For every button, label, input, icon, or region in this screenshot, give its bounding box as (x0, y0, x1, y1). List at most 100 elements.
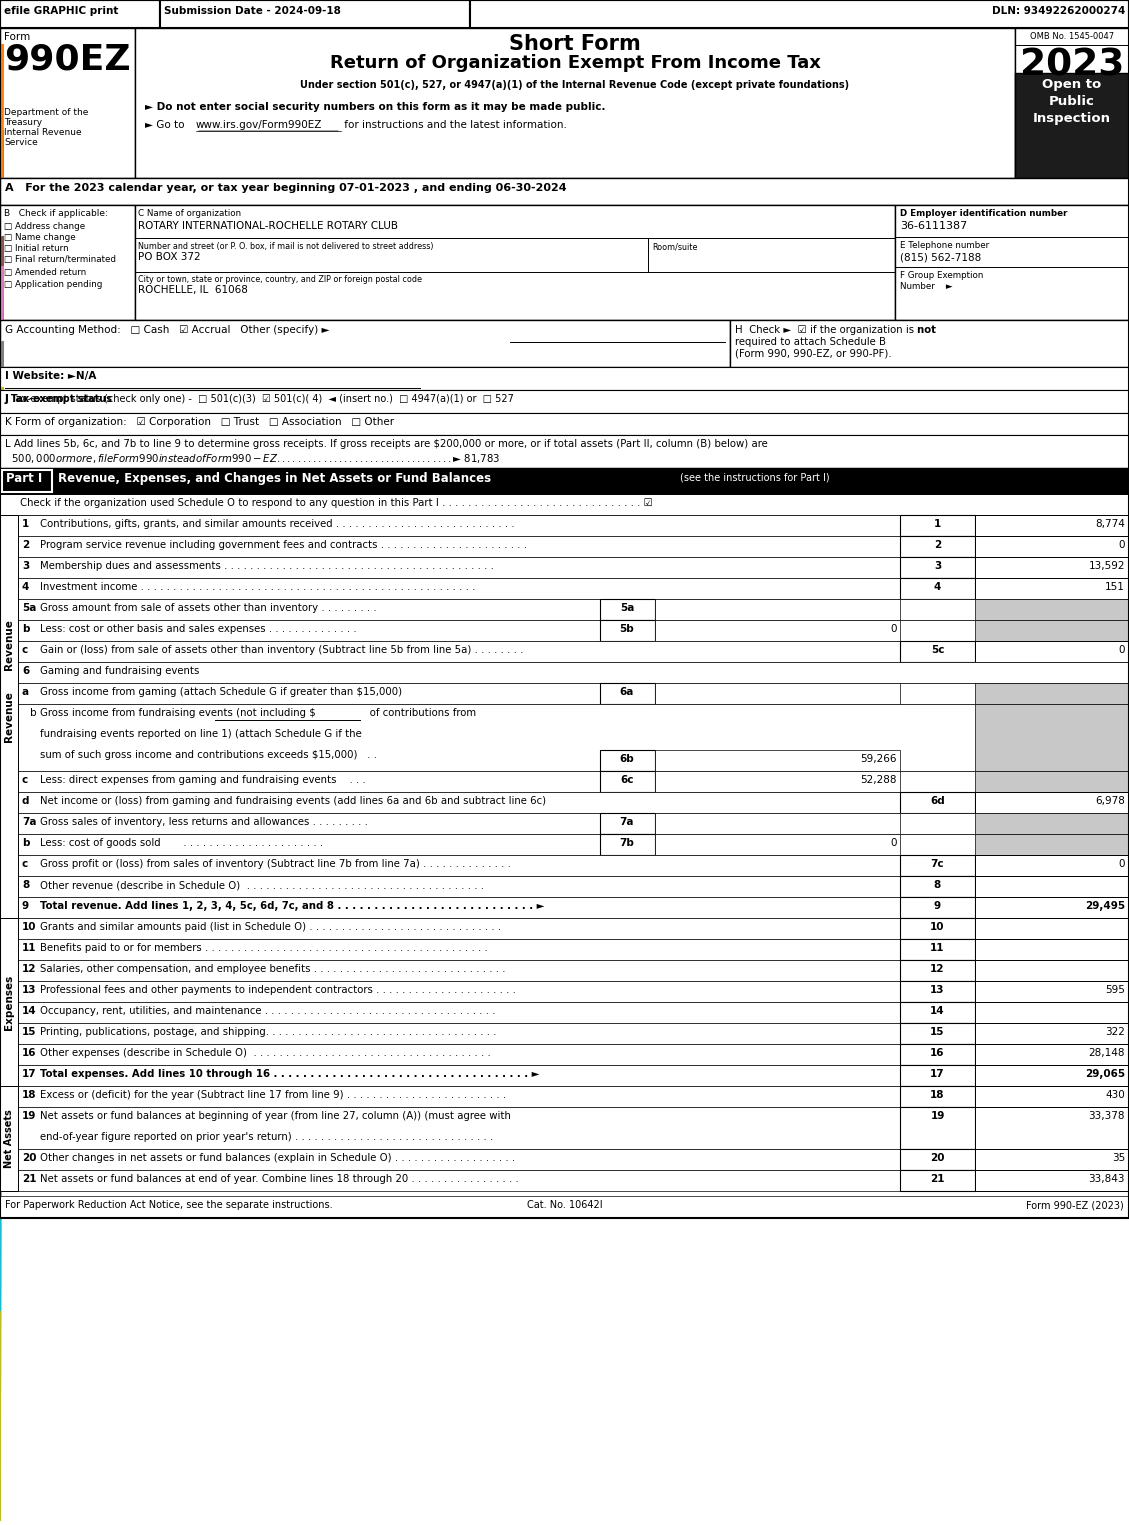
Bar (975, 683, 1129, 705)
Bar (0, 1196, 1129, 1218)
Bar (0, 683, 1129, 705)
Bar (0, 515, 1129, 535)
Text: 29,065: 29,065 (1085, 1069, 1124, 1080)
Bar (975, 515, 1129, 535)
Text: ROCHELLE, IL  61068: ROCHELLE, IL 61068 (138, 285, 248, 294)
Text: DLN: 93492262000274: DLN: 93492262000274 (991, 6, 1124, 15)
Text: Benefits paid to or for members . . . . . . . . . . . . . . . . . . . . . . . . : Benefits paid to or for members . . . . … (40, 942, 488, 953)
Text: D Employer identification number: D Employer identification number (900, 209, 1067, 218)
Text: 16: 16 (930, 1048, 945, 1058)
Text: Expenses: Expenses (5, 974, 14, 1029)
Text: 28,148: 28,148 (1088, 1048, 1124, 1058)
Bar (900, 578, 975, 599)
Text: Form: Form (5, 32, 30, 43)
Text: 19: 19 (930, 1112, 945, 1121)
Bar (0, 1023, 1129, 1045)
Text: (815) 562-7188: (815) 562-7188 (900, 252, 981, 262)
Text: 59,266: 59,266 (860, 753, 898, 764)
Text: 33,843: 33,843 (1088, 1174, 1124, 1183)
Text: ROTARY INTERNATIONAL-ROCHELLE ROTARY CLUB: ROTARY INTERNATIONAL-ROCHELLE ROTARY CLU… (138, 221, 399, 230)
Text: 20: 20 (930, 1153, 945, 1164)
Text: b: b (21, 839, 29, 848)
Bar (0, 875, 1129, 897)
Text: 18: 18 (930, 1090, 945, 1100)
Bar (599, 813, 655, 834)
Text: 0: 0 (1119, 859, 1124, 869)
Bar (975, 557, 1129, 578)
Text: c: c (21, 859, 28, 869)
Bar (0, 1086, 18, 1191)
Bar (975, 813, 1129, 834)
Text: C Name of organization: C Name of organization (138, 209, 242, 218)
Bar (975, 1002, 1129, 1023)
Text: end-of-year figure reported on prior year's return) . . . . . . . . . . . . . . : end-of-year figure reported on prior yea… (40, 1132, 493, 1142)
Text: 2: 2 (934, 540, 942, 551)
Text: Part I: Part I (6, 473, 42, 485)
Text: Gross profit or (loss) from sales of inventory (Subtract line 7b from line 7a) .: Gross profit or (loss) from sales of inv… (40, 859, 511, 869)
Text: 322: 322 (1105, 1026, 1124, 1037)
Text: 6a: 6a (620, 686, 634, 697)
Bar (975, 918, 1129, 939)
Text: Less: cost of goods sold       . . . . . . . . . . . . . . . . . . . . . .: Less: cost of goods sold . . . . . . . .… (40, 839, 323, 848)
Bar (975, 621, 1129, 640)
Text: ► Go to: ► Go to (145, 120, 187, 130)
Text: Gain or (loss) from sale of assets other than inventory (Subtract line 5b from l: Gain or (loss) from sale of assets other… (40, 645, 524, 656)
Text: (see the instructions for Part I): (see the instructions for Part I) (680, 473, 830, 482)
Text: Gaming and fundraising events: Gaming and fundraising events (40, 666, 200, 676)
Text: Membership dues and assessments . . . . . . . . . . . . . . . . . . . . . . . . : Membership dues and assessments . . . . … (40, 561, 493, 570)
Bar (900, 961, 975, 981)
Bar (0, 535, 1129, 557)
Bar (900, 1064, 975, 1086)
Bar (655, 813, 900, 834)
Text: 430: 430 (1105, 1090, 1124, 1100)
Text: Number    ►: Number ► (900, 282, 953, 291)
Bar (900, 856, 975, 875)
Text: 0: 0 (891, 624, 898, 634)
Bar (0, 640, 1129, 662)
Bar (900, 1170, 975, 1191)
Text: A   For the 2023 calendar year, or tax year beginning 07-01-2023 , and ending 06: A For the 2023 calendar year, or tax yea… (5, 183, 567, 194)
Text: J Tax-exempt status: J Tax-exempt status (5, 393, 113, 404)
Bar (975, 981, 1129, 1002)
Bar (900, 1086, 975, 1107)
Text: 595: 595 (1105, 985, 1124, 994)
Text: b: b (21, 624, 29, 634)
Text: 1: 1 (934, 518, 942, 529)
Text: 151: 151 (1105, 583, 1124, 592)
Text: □ Amended return: □ Amended return (5, 268, 86, 278)
Bar (0, 368, 1129, 390)
Text: 6d: 6d (930, 796, 945, 807)
Text: b: b (30, 708, 36, 718)
Bar (0, 435, 1129, 468)
Bar (599, 621, 655, 640)
Bar (975, 1045, 1129, 1064)
Bar (900, 1148, 975, 1170)
Bar (655, 683, 900, 705)
Text: OMB No. 1545-0047: OMB No. 1545-0047 (1030, 32, 1114, 41)
Text: 1: 1 (21, 518, 29, 529)
Text: I Website: ►N/A: I Website: ►N/A (5, 371, 96, 381)
Text: not: not (735, 325, 936, 336)
Bar (0, 599, 1129, 621)
Bar (975, 578, 1129, 599)
Bar (160, 0, 470, 27)
Text: 990EZ: 990EZ (5, 43, 131, 76)
Text: 5c: 5c (930, 645, 944, 656)
Bar (900, 1002, 975, 1023)
Text: For Paperwork Reduction Act Notice, see the separate instructions.: For Paperwork Reduction Act Notice, see … (5, 1200, 333, 1209)
Text: Number and street (or P. O. box, if mail is not delivered to street address): Number and street (or P. O. box, if mail… (138, 242, 434, 252)
Text: Excess or (deficit) for the year (Subtract line 17 from line 9) . . . . . . . . : Excess or (deficit) for the year (Subtra… (40, 1090, 506, 1100)
Text: required to attach Schedule B: required to attach Schedule B (735, 337, 886, 348)
Text: 10: 10 (21, 923, 36, 932)
Text: 35: 35 (1112, 1153, 1124, 1164)
Bar (0, 390, 1129, 413)
Text: Service: Service (5, 137, 37, 146)
Bar (0, 1086, 1129, 1107)
Text: Other revenue (describe in Schedule O)  . . . . . . . . . . . . . . . . . . . . : Other revenue (describe in Schedule O) .… (40, 880, 484, 891)
Bar (900, 1107, 975, 1148)
Text: 6: 6 (21, 666, 29, 676)
Bar (900, 535, 975, 557)
Text: Net income or (loss) from gaming and fundraising events (add lines 6a and 6b and: Net income or (loss) from gaming and fun… (40, 796, 546, 807)
Text: Less: cost or other basis and sales expenses . . . . . . . . . . . . . .: Less: cost or other basis and sales expe… (40, 624, 357, 634)
Bar (975, 772, 1129, 791)
